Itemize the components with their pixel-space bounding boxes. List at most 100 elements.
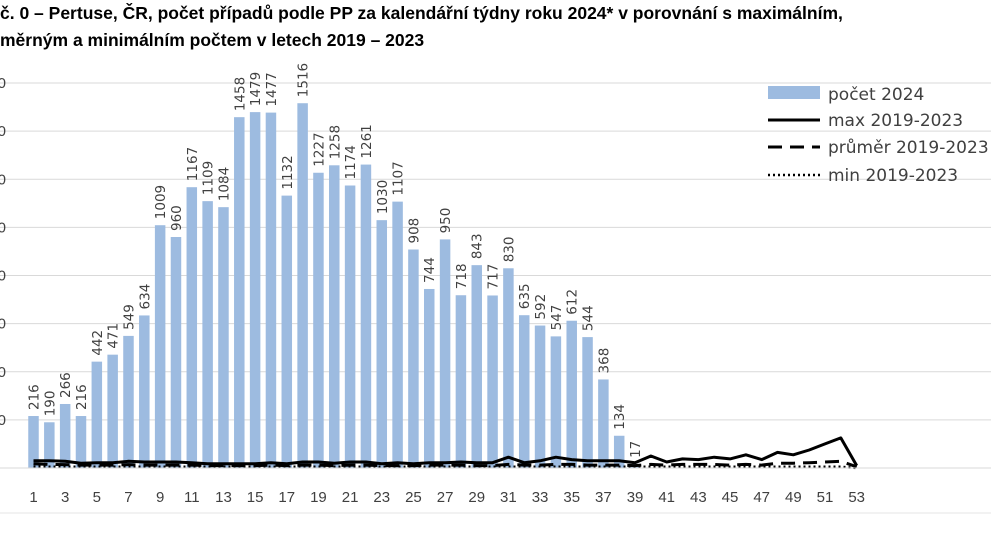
bar-week-38 [613,435,625,468]
x-tick-label-23: 23 [373,489,390,506]
legend-label-3: průměr 2019-2023 [828,138,989,158]
x-tick-label-15: 15 [247,489,264,506]
x-tick-label-9: 9 [156,489,164,506]
bar-week-27 [439,239,451,468]
data-label-week-25: 908 [406,218,422,244]
x-tick-label-45: 45 [722,489,739,506]
bar-week-2 [44,422,55,468]
bar-week-26 [424,288,435,468]
data-label-week-15: 1479 [248,72,264,106]
data-label-week-17: 1132 [280,155,296,189]
data-label-week-10: 960 [169,205,185,231]
bar-week-19 [313,172,324,469]
bar-week-22 [360,164,372,468]
bar-week-18 [297,103,308,469]
data-label-week-21: 1174 [343,145,359,179]
data-label-week-27: 950 [438,208,454,234]
y-tick-label-800: 800 [0,268,6,285]
bar-week-31 [503,268,514,468]
chart-title-line-2: měrným a minimálním počtem v letech 2019… [0,30,425,50]
legend-swatch-bar [768,86,820,99]
y-tick-label-1400: 1400 [0,123,6,140]
data-label-week-9: 1009 [153,185,169,219]
chart-title: č. 0 – Pertuse, ČR, počet případů podle … [0,0,991,54]
x-tick-label-1: 1 [29,489,37,506]
x-tick-label-7: 7 [124,489,132,506]
bar-week-36 [582,337,593,468]
x-tick-label-33: 33 [532,489,549,506]
data-label-week-33: 592 [533,294,549,320]
y-tick-label-1000: 1000 [0,219,6,236]
x-tick-label-41: 41 [658,489,675,506]
bar-week-5 [91,361,103,468]
bar-week-14 [234,117,245,468]
data-label-week-23: 1030 [375,180,391,214]
bar-week-25 [408,249,419,468]
data-label-week-11: 1167 [185,147,201,181]
bar-week-29 [471,265,482,468]
bar-week-34 [550,336,562,468]
data-label-week-14: 1458 [232,77,248,111]
data-label-week-20: 1258 [327,125,343,159]
data-label-week-13: 1084 [216,167,232,201]
comparison-lines [33,436,859,470]
data-label-week-29: 843 [470,233,486,259]
y-tick-label-400: 400 [0,364,6,381]
data-label-week-31: 830 [501,237,517,263]
data-label-week-18: 1516 [296,63,312,97]
bar-week-8 [139,315,150,468]
data-label-week-30: 717 [486,264,502,290]
bar-week-24 [392,201,403,469]
x-tick-label-19: 19 [310,489,327,506]
legend-label-2: max 2019-2023 [828,111,963,131]
bar-week-28 [455,295,467,468]
y-tick-label-1600: 1600 [0,75,6,92]
data-label-week-37: 368 [596,348,612,374]
bar-week-7 [123,335,134,468]
bar-week-33 [534,325,546,468]
x-tick-label-27: 27 [437,489,454,506]
data-label-week-36: 544 [581,305,597,331]
data-label-week-2: 190 [42,391,58,417]
data-label-week-19: 1227 [311,132,327,166]
x-tick-label-21: 21 [342,489,359,506]
bar-week-37 [598,379,609,468]
x-tick-label-13: 13 [215,489,232,506]
line-dashed [33,459,858,469]
x-tick-label-37: 37 [595,489,612,506]
x-tick-label-11: 11 [184,489,200,506]
y-tick-label-600: 600 [0,316,6,333]
data-label-week-16: 1477 [264,72,280,106]
x-tick-label-3: 3 [61,489,69,506]
data-label-week-6: 471 [106,323,122,349]
bar-week-11 [186,187,198,469]
bar-week-20 [329,165,340,468]
data-label-week-34: 547 [549,305,565,331]
y-tick-label-200: 200 [0,412,6,429]
data-label-week-32: 635 [517,283,533,309]
data-label-week-12: 1109 [201,161,217,195]
data-label-week-26: 744 [422,257,438,283]
bar-week-13 [218,207,229,468]
bar-week-10 [170,237,182,468]
bar-week-32 [518,315,530,468]
data-label-week-8: 634 [137,284,153,310]
bars-2024 [28,103,641,469]
x-tick-label-5: 5 [93,489,101,506]
x-tick-label-39: 39 [627,489,644,506]
x-tick-label-17: 17 [278,489,295,506]
bar-week-6 [107,354,118,468]
x-axis: 1 3 5 7 9 11 13 15 17 19 21 23 25 27 29 31 33 35 37 39 41 43 4… [0,467,991,514]
x-tick-label-53: 53 [848,489,865,506]
bar-week-15 [249,112,261,468]
x-tick-label-43: 43 [690,489,707,506]
data-label-week-22: 1261 [359,124,375,158]
legend: počet 2024 max 2019-2023 průměr 2019-2023 m… [768,85,989,186]
bar-week-1 [28,416,39,468]
bar-week-12 [202,201,213,468]
bar-week-30 [487,295,498,468]
data-label-week-38: 134 [612,404,628,430]
x-tick-label-35: 35 [563,489,580,506]
line-dotted [33,465,857,470]
